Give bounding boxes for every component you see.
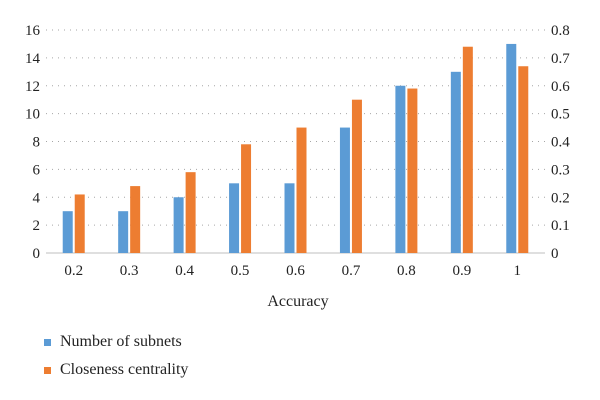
- legend-item-number-of-subnets: Number of subnets: [44, 328, 188, 356]
- right-tick-label: 0.8: [551, 23, 570, 39]
- legend-item-closeness-centrality: Closeness centrality: [44, 356, 188, 384]
- left-tick-label: 14: [25, 51, 41, 67]
- legend-label: Number of subnets: [60, 333, 182, 350]
- bar-number-of-subnets: [229, 183, 240, 253]
- x-tick-label: 0.3: [120, 263, 139, 279]
- bars: [62, 43, 529, 253]
- bar-number-of-subnets: [506, 43, 517, 253]
- bar-closeness-centrality: [130, 186, 141, 253]
- x-tick-label: 0.9: [452, 263, 471, 279]
- bar-closeness-centrality: [296, 127, 307, 253]
- bar-closeness-centrality: [462, 46, 473, 253]
- legend: Number of subnets Closeness centrality: [44, 328, 188, 384]
- bar-number-of-subnets: [395, 85, 406, 253]
- right-tick-label: 0.3: [551, 162, 570, 178]
- right-tick-label: 0.1: [551, 218, 570, 234]
- x-tick-label: 1: [514, 263, 522, 279]
- gridlines: [46, 29, 545, 254]
- right-axis-tick-labels: 0 0.1 0.2 0.3 0.4 0.5 0.6 0.7 0.8: [551, 23, 570, 262]
- bar-closeness-centrality: [185, 172, 196, 253]
- legend-swatch-blue: [44, 338, 51, 346]
- left-tick-label: 12: [25, 79, 40, 95]
- legend-label: Closeness centrality: [60, 361, 189, 378]
- right-tick-label: 0.2: [551, 190, 570, 206]
- right-tick-label: 0.4: [551, 135, 570, 151]
- x-axis-title: Accuracy: [267, 293, 328, 310]
- bar-number-of-subnets: [62, 211, 73, 253]
- bar-number-of-subnets: [339, 127, 350, 253]
- bar-closeness-centrality: [407, 88, 418, 253]
- bar-number-of-subnets: [173, 197, 184, 253]
- left-tick-label: 2: [33, 218, 41, 234]
- left-tick-label: 10: [25, 107, 40, 123]
- bar-number-of-subnets: [284, 183, 295, 253]
- right-tick-label: 0.6: [551, 79, 570, 95]
- right-tick-label: 0: [551, 246, 559, 262]
- bar-closeness-centrality: [351, 99, 362, 253]
- x-tick-label: 0.6: [286, 263, 305, 279]
- left-tick-label: 16: [25, 23, 41, 39]
- bar-number-of-subnets: [118, 211, 129, 253]
- x-tick-label: 0.2: [64, 263, 83, 279]
- x-tick-label: 0.4: [175, 263, 194, 279]
- bar-closeness-centrality: [518, 66, 529, 253]
- bar-closeness-centrality: [74, 194, 85, 253]
- right-tick-label: 0.5: [551, 107, 570, 123]
- left-tick-label: 6: [33, 162, 41, 178]
- bar-number-of-subnets: [450, 71, 461, 253]
- legend-swatch-orange: [44, 366, 51, 374]
- left-tick-label: 4: [33, 190, 41, 206]
- bar-closeness-centrality: [241, 144, 252, 253]
- x-tick-label: 0.7: [342, 263, 361, 279]
- left-axis-tick-labels: 0 2 4 6 8 10 12 14 16: [25, 23, 41, 262]
- x-tick-label: 0.8: [397, 263, 416, 279]
- left-tick-label: 0: [33, 246, 41, 262]
- x-axis-tick-labels: 0.2 0.3 0.4 0.5 0.6 0.7 0.8 0.9 1: [64, 263, 521, 279]
- left-tick-label: 8: [33, 135, 41, 151]
- right-tick-label: 0.7: [551, 51, 570, 67]
- x-tick-label: 0.5: [231, 263, 250, 279]
